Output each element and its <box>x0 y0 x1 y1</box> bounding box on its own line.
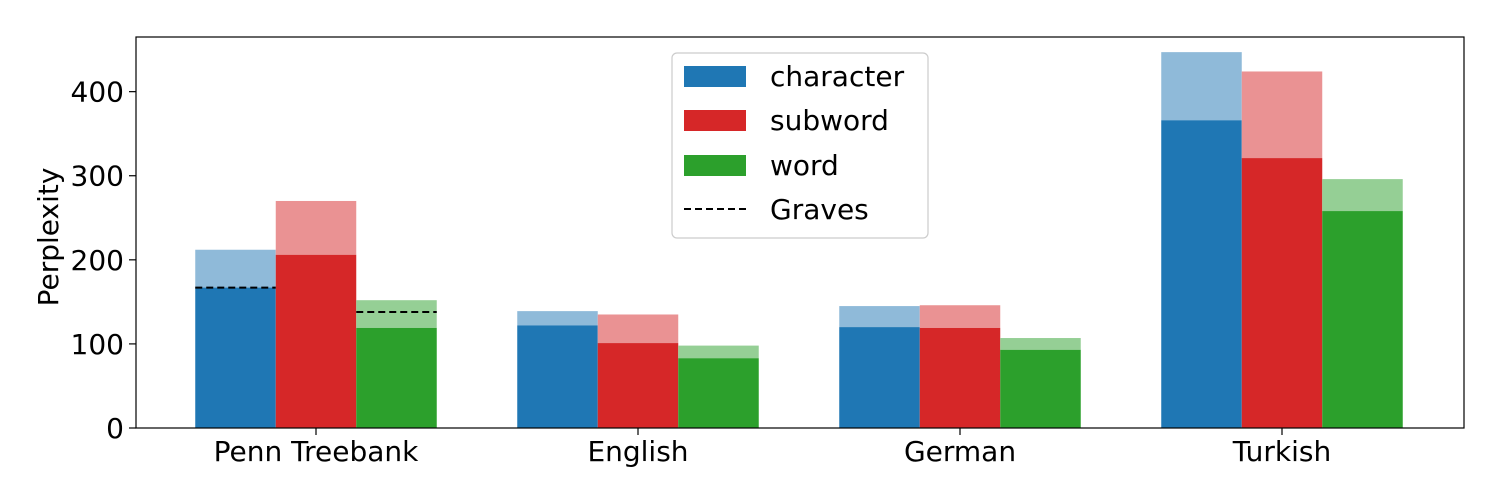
y-axis-title: Perplexity <box>32 168 65 307</box>
bar-character <box>1161 120 1242 428</box>
bar-word-upper <box>356 300 437 328</box>
plot-frame <box>135 36 1465 429</box>
x-axis: Penn Treebank English German Turkish <box>214 428 1331 468</box>
legend-label-word: word <box>770 149 839 182</box>
bar-word <box>356 327 437 428</box>
bar-subword-upper <box>1241 71 1323 159</box>
bar-subword-upper <box>919 305 1001 328</box>
bar-subword <box>597 343 679 428</box>
y-axis: 0 100 200 300 400 <box>71 76 136 445</box>
legend-label-character: character <box>770 60 905 93</box>
legend-frame <box>671 52 929 239</box>
y-tick-label: 100 <box>71 328 124 361</box>
bar-subword-upper <box>275 200 357 255</box>
legend-label-subword: subword <box>770 104 889 137</box>
bar-subword <box>275 254 357 428</box>
bar-character-upper <box>195 249 276 288</box>
y-tick-label: 0 <box>106 412 124 445</box>
y-tick-label: 300 <box>71 160 124 193</box>
y-tick-label: 400 <box>71 76 124 109</box>
bar-subword <box>1241 158 1323 429</box>
legend-swatch-character <box>684 66 746 87</box>
bar-character-upper <box>839 306 920 328</box>
bar-character <box>517 325 598 428</box>
bar-character <box>195 287 276 428</box>
legend: character subword word Graves <box>671 52 929 239</box>
legend-swatch-subword <box>684 110 746 131</box>
x-tick-label: German <box>904 435 1016 468</box>
bar-word <box>1000 349 1081 428</box>
bar-word-upper <box>678 345 759 359</box>
legend-label-graves: Graves <box>770 193 869 226</box>
bar-character-upper <box>517 311 598 326</box>
bar-word-upper <box>1000 338 1081 350</box>
x-tick-label: Turkish <box>1232 435 1331 468</box>
y-tick-label: 200 <box>71 244 124 277</box>
bars-layer <box>195 52 1403 429</box>
legend-swatch-word <box>684 155 746 176</box>
x-tick-label: Penn Treebank <box>214 435 420 468</box>
bar-subword <box>919 327 1001 428</box>
bar-subword-upper <box>597 314 679 344</box>
x-tick-label: English <box>587 435 688 468</box>
reference-lines-layer <box>195 286 437 313</box>
bar-word <box>1322 211 1403 428</box>
bar-character-upper <box>1161 52 1242 121</box>
bar-word-upper <box>1322 179 1403 212</box>
bar-character <box>839 327 920 428</box>
bar-word <box>678 358 759 428</box>
